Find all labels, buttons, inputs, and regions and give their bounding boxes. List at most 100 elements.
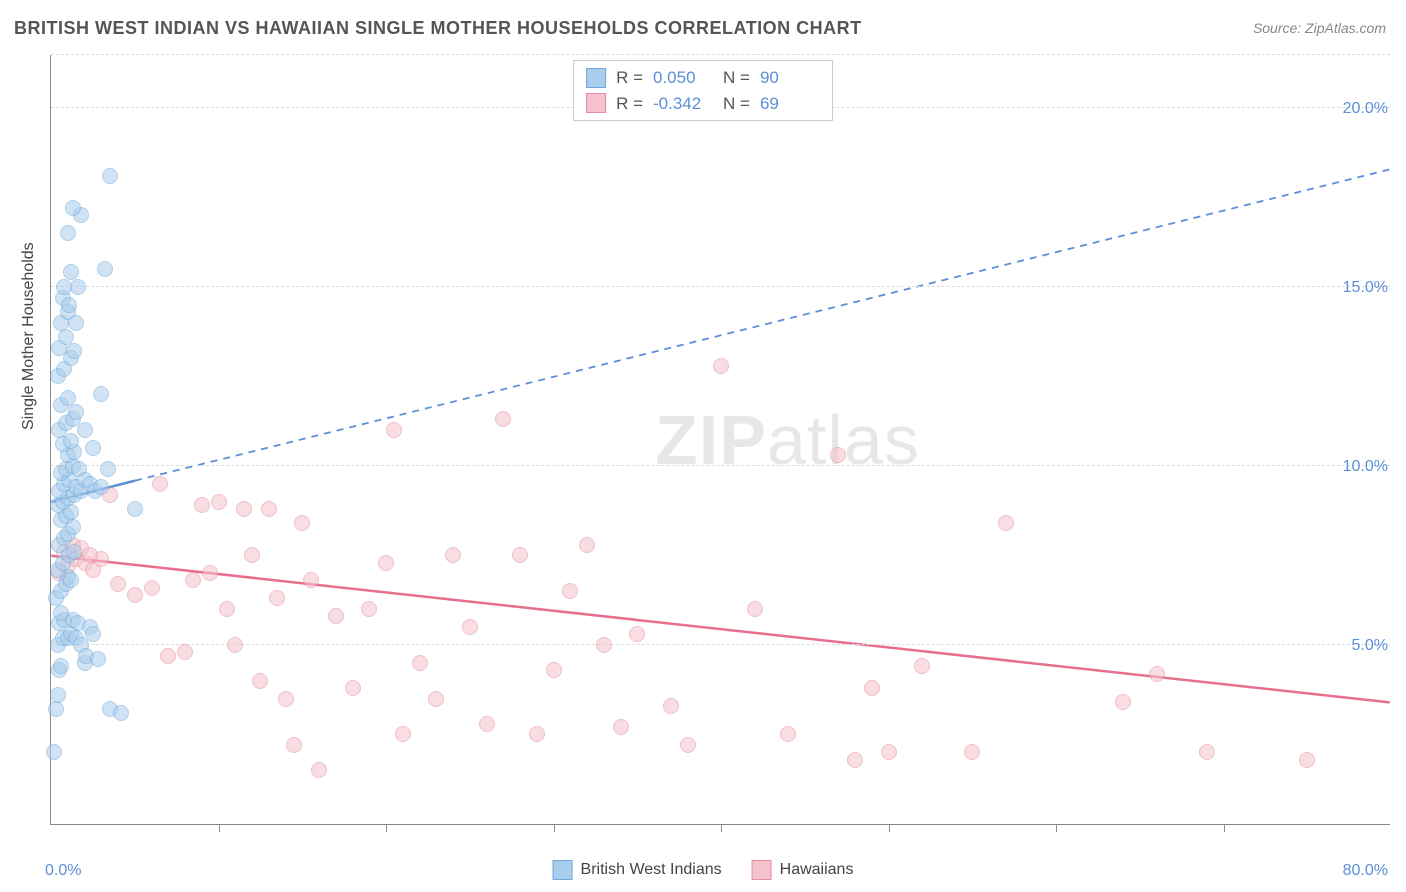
- point-hawaiian: [378, 555, 394, 571]
- point-bwi: [70, 279, 86, 295]
- point-bwi: [53, 658, 69, 674]
- point-hawaiian: [185, 572, 201, 588]
- x-tick: [386, 824, 387, 832]
- point-hawaiian: [780, 726, 796, 742]
- point-hawaiian: [462, 619, 478, 635]
- point-bwi: [61, 297, 77, 313]
- point-hawaiian: [1149, 666, 1165, 682]
- point-bwi: [65, 200, 81, 216]
- y-tick-label: 20.0%: [1343, 100, 1388, 118]
- point-hawaiian: [512, 547, 528, 563]
- point-hawaiian: [847, 752, 863, 768]
- point-hawaiian: [445, 547, 461, 563]
- x-min-label: 0.0%: [45, 862, 81, 880]
- legend-item-b: Hawaiians: [752, 860, 854, 880]
- point-hawaiian: [345, 680, 361, 696]
- point-hawaiian: [495, 411, 511, 427]
- y-tick-label: 10.0%: [1343, 458, 1388, 476]
- point-bwi: [93, 479, 109, 495]
- point-hawaiian: [261, 501, 277, 517]
- point-bwi: [127, 501, 143, 517]
- stats-legend: R = 0.050 N = 90 R = -0.342 N = 69: [573, 60, 833, 121]
- gridline: [51, 644, 1390, 645]
- source-label: Source: ZipAtlas.com: [1253, 20, 1386, 36]
- bottom-legend: British West Indians Hawaiians: [553, 860, 854, 880]
- point-hawaiian: [395, 726, 411, 742]
- point-bwi: [68, 404, 84, 420]
- point-hawaiian: [830, 447, 846, 463]
- point-bwi: [68, 315, 84, 331]
- point-hawaiian: [864, 680, 880, 696]
- point-hawaiian: [412, 655, 428, 671]
- point-hawaiian: [202, 565, 218, 581]
- point-hawaiian: [236, 501, 252, 517]
- point-hawaiian: [328, 608, 344, 624]
- point-hawaiian: [964, 744, 980, 760]
- plot-area: ZIPatlas: [50, 55, 1390, 825]
- chart-title: BRITISH WEST INDIAN VS HAWAIIAN SINGLE M…: [14, 18, 862, 39]
- point-hawaiian: [546, 662, 562, 678]
- point-hawaiian: [294, 515, 310, 531]
- point-hawaiian: [1199, 744, 1215, 760]
- point-hawaiian: [278, 691, 294, 707]
- point-bwi: [97, 261, 113, 277]
- point-hawaiian: [747, 601, 763, 617]
- point-bwi: [77, 422, 93, 438]
- point-bwi: [85, 440, 101, 456]
- point-hawaiian: [177, 644, 193, 660]
- swatch-a-icon: [553, 860, 573, 880]
- point-hawaiian: [194, 497, 210, 513]
- point-hawaiian: [1299, 752, 1315, 768]
- point-hawaiian: [529, 726, 545, 742]
- point-hawaiian: [110, 576, 126, 592]
- x-tick: [1056, 824, 1057, 832]
- point-bwi: [93, 386, 109, 402]
- point-hawaiian: [361, 601, 377, 617]
- y-axis-label: Single Mother Households: [20, 242, 38, 430]
- point-bwi: [48, 701, 64, 717]
- point-hawaiian: [244, 547, 260, 563]
- point-bwi: [63, 572, 79, 588]
- watermark: ZIPatlas: [655, 400, 920, 480]
- point-hawaiian: [663, 698, 679, 714]
- point-hawaiian: [1115, 694, 1131, 710]
- point-hawaiian: [713, 358, 729, 374]
- point-hawaiian: [629, 626, 645, 642]
- point-hawaiian: [311, 762, 327, 778]
- point-hawaiian: [227, 637, 243, 653]
- x-tick: [721, 824, 722, 832]
- stats-row-a: R = 0.050 N = 90: [586, 65, 820, 91]
- point-bwi: [113, 705, 129, 721]
- point-bwi: [85, 626, 101, 642]
- x-tick: [1224, 824, 1225, 832]
- stats-row-b: R = -0.342 N = 69: [586, 91, 820, 117]
- point-bwi: [60, 225, 76, 241]
- x-max-label: 80.0%: [1343, 862, 1388, 880]
- point-hawaiian: [596, 637, 612, 653]
- gridline: [51, 286, 1390, 287]
- point-bwi: [50, 687, 66, 703]
- point-hawaiian: [881, 744, 897, 760]
- point-hawaiian: [160, 648, 176, 664]
- point-hawaiian: [998, 515, 1014, 531]
- correlation-chart: BRITISH WEST INDIAN VS HAWAIIAN SINGLE M…: [0, 0, 1406, 892]
- swatch-a: [586, 68, 606, 88]
- point-hawaiian: [303, 572, 319, 588]
- swatch-b-icon: [752, 860, 772, 880]
- y-tick-label: 15.0%: [1343, 279, 1388, 297]
- point-hawaiian: [613, 719, 629, 735]
- point-bwi: [102, 168, 118, 184]
- point-hawaiian: [680, 737, 696, 753]
- point-hawaiian: [252, 673, 268, 689]
- point-bwi: [46, 744, 62, 760]
- point-bwi: [100, 461, 116, 477]
- point-hawaiian: [286, 737, 302, 753]
- point-bwi: [66, 544, 82, 560]
- point-hawaiian: [144, 580, 160, 596]
- x-tick: [554, 824, 555, 832]
- point-bwi: [90, 651, 106, 667]
- point-hawaiian: [914, 658, 930, 674]
- point-hawaiian: [428, 691, 444, 707]
- point-hawaiian: [562, 583, 578, 599]
- trend-lines: [51, 55, 1390, 824]
